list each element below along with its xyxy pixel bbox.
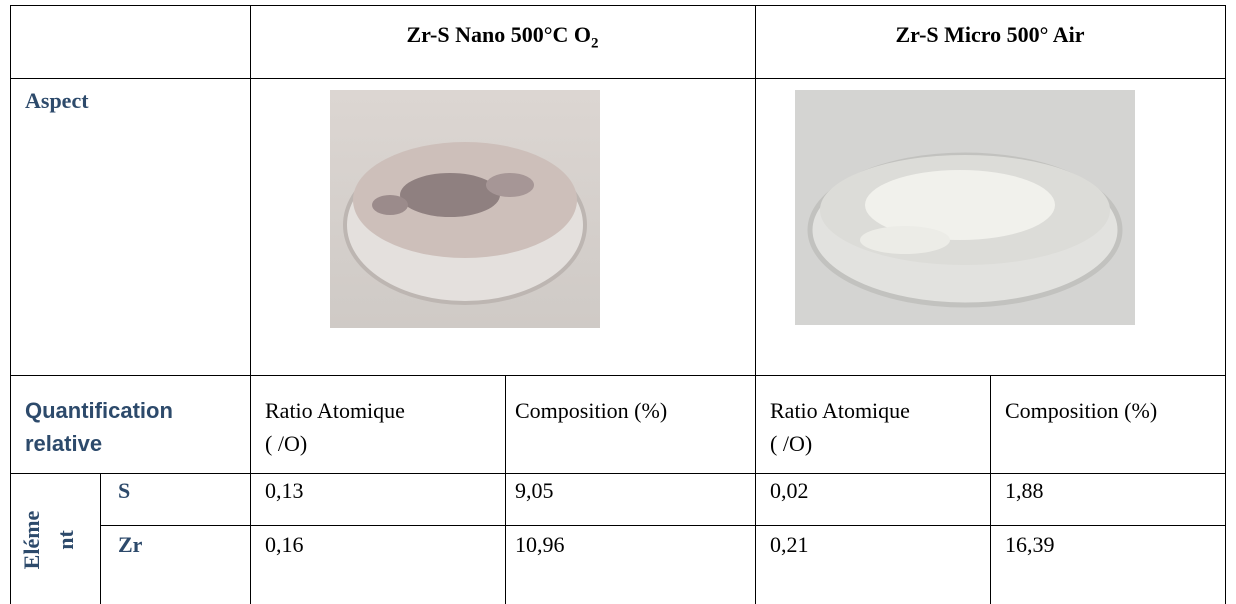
sub-header: Composition (%) bbox=[1005, 398, 1158, 423]
rule bbox=[250, 5, 251, 604]
cell: 0,02 bbox=[770, 478, 809, 503]
cell: 0,13 bbox=[265, 478, 304, 503]
rule bbox=[990, 375, 991, 604]
cell: 16,39 bbox=[1005, 532, 1055, 557]
rule bbox=[10, 78, 1226, 79]
rule bbox=[10, 473, 1226, 474]
column-header: Zr-S Nano 500°C O2 bbox=[250, 22, 755, 52]
group-label-line: Eléme bbox=[19, 510, 44, 570]
rule bbox=[100, 473, 101, 604]
rule bbox=[10, 5, 1226, 6]
cell: 0,16 bbox=[265, 532, 304, 557]
cell: 0,21 bbox=[770, 532, 809, 557]
header-text: Zr-S Nano 500°C O bbox=[406, 22, 592, 47]
sample-photo bbox=[795, 90, 1135, 325]
row-header: S bbox=[118, 478, 131, 503]
rule bbox=[755, 5, 756, 604]
rule bbox=[505, 375, 506, 604]
group-label: Eléme nt bbox=[15, 475, 95, 604]
sample-photo bbox=[330, 90, 600, 328]
sub-header: ( /O) bbox=[265, 431, 308, 456]
row-header: Aspect bbox=[25, 88, 89, 113]
sub-header: Ratio Atomique bbox=[770, 398, 910, 423]
column-header: Zr-S Micro 500° Air bbox=[895, 22, 1085, 47]
cell: 1,88 bbox=[1005, 478, 1044, 503]
rule bbox=[10, 375, 1226, 376]
subscript: 2 bbox=[591, 35, 599, 52]
sub-header: ( /O) bbox=[770, 431, 813, 456]
row-header: Zr bbox=[118, 532, 143, 557]
cell: 10,96 bbox=[515, 532, 565, 557]
rule bbox=[1225, 5, 1226, 604]
sub-header: Composition (%) bbox=[515, 398, 668, 423]
row-header: Quantification bbox=[25, 398, 173, 423]
rule bbox=[100, 525, 1226, 526]
sub-header: Ratio Atomique bbox=[265, 398, 405, 423]
rule bbox=[10, 5, 11, 604]
row-header: relative bbox=[25, 431, 103, 456]
group-label-line: nt bbox=[53, 530, 78, 550]
cell: 9,05 bbox=[515, 478, 554, 503]
